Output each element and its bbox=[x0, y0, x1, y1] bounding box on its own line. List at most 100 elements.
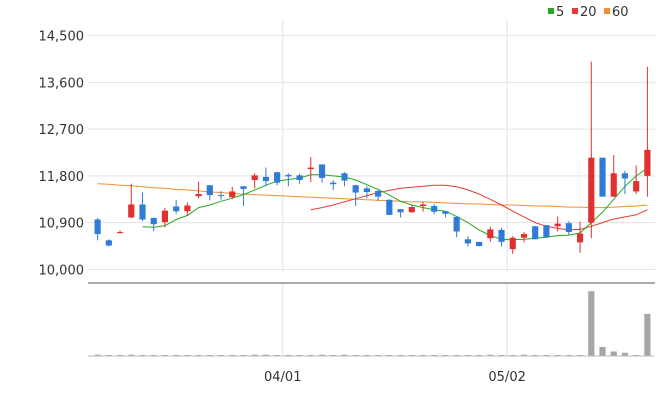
candle bbox=[105, 239, 112, 247]
candle bbox=[476, 241, 483, 247]
x-tick-label: 04/01 bbox=[264, 370, 301, 385]
candle-body bbox=[150, 217, 157, 225]
candle bbox=[330, 180, 337, 190]
legend-label: 5 bbox=[556, 5, 564, 20]
volume-bar bbox=[610, 351, 617, 356]
candle bbox=[408, 205, 415, 213]
candle bbox=[229, 186, 236, 200]
candle-body bbox=[576, 233, 584, 243]
candle bbox=[318, 164, 326, 183]
candle bbox=[453, 216, 460, 238]
candle bbox=[576, 221, 584, 253]
candle-body bbox=[94, 219, 101, 235]
candle bbox=[520, 231, 528, 243]
candle-body bbox=[251, 175, 258, 181]
ma5-line bbox=[142, 167, 648, 241]
candle bbox=[184, 202, 191, 216]
y-tick-label: 12,700 bbox=[39, 123, 85, 138]
candle-body bbox=[565, 223, 572, 232]
candle bbox=[588, 61, 595, 239]
volume-panel bbox=[88, 291, 655, 357]
price-panel: 14,500 13,600 12,700 11,800 10,900 10,000 bbox=[39, 20, 655, 356]
candle bbox=[240, 186, 247, 207]
legend-item: 60 bbox=[604, 5, 629, 20]
candle-body bbox=[498, 229, 505, 242]
candle-body bbox=[487, 229, 494, 239]
y-tick-label: 14,500 bbox=[39, 30, 85, 45]
volume-bar bbox=[621, 352, 629, 356]
candle bbox=[599, 157, 606, 197]
y-axis-labels: 14,500 13,600 12,700 11,800 10,900 10,000 bbox=[39, 30, 85, 279]
candle-body bbox=[318, 164, 326, 178]
candle bbox=[554, 216, 561, 232]
candle-body bbox=[363, 188, 370, 192]
candle bbox=[621, 170, 629, 195]
volume-bar bbox=[251, 354, 258, 356]
candles bbox=[94, 61, 651, 254]
candle-body bbox=[509, 237, 516, 250]
candle bbox=[633, 165, 640, 195]
candle-body bbox=[633, 181, 640, 192]
candle bbox=[386, 199, 393, 215]
legend-swatch bbox=[604, 8, 610, 14]
candle bbox=[161, 208, 169, 228]
x-tick-label: 05/02 bbox=[488, 370, 525, 385]
volume-bar bbox=[644, 313, 651, 356]
y-tick-label: 13,600 bbox=[39, 76, 85, 91]
candle bbox=[397, 209, 404, 218]
legend: 5 20 60 bbox=[548, 5, 629, 20]
candle-body bbox=[352, 185, 359, 193]
volume-bar bbox=[520, 354, 528, 356]
volume-bars bbox=[94, 291, 651, 356]
candle-body bbox=[341, 173, 348, 181]
x-gridlines bbox=[282, 20, 508, 356]
candle-body bbox=[397, 209, 404, 213]
candle-body bbox=[139, 204, 146, 220]
candle bbox=[116, 230, 124, 234]
volume-bar bbox=[487, 354, 494, 356]
y-tick-label: 10,000 bbox=[39, 263, 85, 278]
candle bbox=[509, 236, 516, 254]
candle-body bbox=[262, 176, 269, 182]
candle bbox=[610, 155, 617, 197]
candle-body bbox=[419, 204, 427, 207]
candle-body bbox=[375, 190, 382, 197]
candle-body bbox=[431, 206, 438, 212]
x-axis-labels: 04/01 05/02 bbox=[264, 370, 526, 385]
candle-body bbox=[599, 157, 606, 197]
candle-body bbox=[105, 240, 112, 246]
candle bbox=[375, 189, 382, 201]
candle-body bbox=[116, 231, 124, 234]
candle-body bbox=[644, 149, 651, 176]
candle bbox=[150, 217, 157, 231]
candle bbox=[431, 203, 438, 215]
candle bbox=[128, 183, 135, 219]
candle bbox=[498, 227, 505, 247]
legend-swatch bbox=[548, 8, 554, 14]
volume-bar bbox=[94, 354, 101, 356]
candle-body bbox=[408, 207, 415, 213]
candle-body bbox=[285, 174, 292, 177]
legend-swatch bbox=[572, 8, 578, 14]
candle bbox=[644, 66, 651, 197]
candle bbox=[139, 192, 146, 222]
candle bbox=[285, 173, 292, 187]
candle bbox=[487, 226, 494, 242]
candle bbox=[262, 167, 269, 187]
legend-label: 60 bbox=[612, 5, 629, 20]
candle bbox=[419, 201, 427, 212]
candle-body bbox=[588, 157, 595, 223]
candle-body bbox=[386, 199, 393, 215]
candle bbox=[464, 236, 471, 247]
candle bbox=[363, 186, 370, 199]
candle bbox=[307, 157, 314, 183]
candle bbox=[296, 173, 303, 184]
volume-bar bbox=[588, 291, 595, 356]
candle bbox=[565, 221, 572, 236]
candle-body bbox=[161, 210, 169, 223]
candle-body bbox=[206, 185, 213, 196]
candle-body bbox=[184, 205, 191, 212]
candle-body bbox=[476, 241, 483, 247]
candle-body bbox=[464, 239, 471, 244]
